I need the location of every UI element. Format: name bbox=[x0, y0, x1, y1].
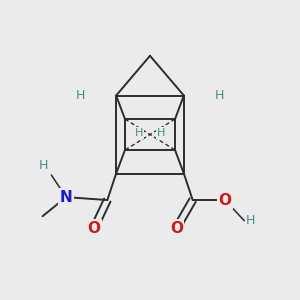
Text: H: H bbox=[157, 128, 165, 138]
Text: H: H bbox=[135, 128, 143, 138]
Text: H: H bbox=[76, 89, 85, 102]
Text: O: O bbox=[170, 220, 183, 236]
Text: H: H bbox=[39, 159, 48, 172]
Text: O: O bbox=[88, 220, 100, 236]
Text: O: O bbox=[219, 193, 232, 208]
Text: H: H bbox=[246, 214, 255, 227]
Text: H: H bbox=[215, 89, 224, 102]
Text: N: N bbox=[60, 190, 73, 205]
